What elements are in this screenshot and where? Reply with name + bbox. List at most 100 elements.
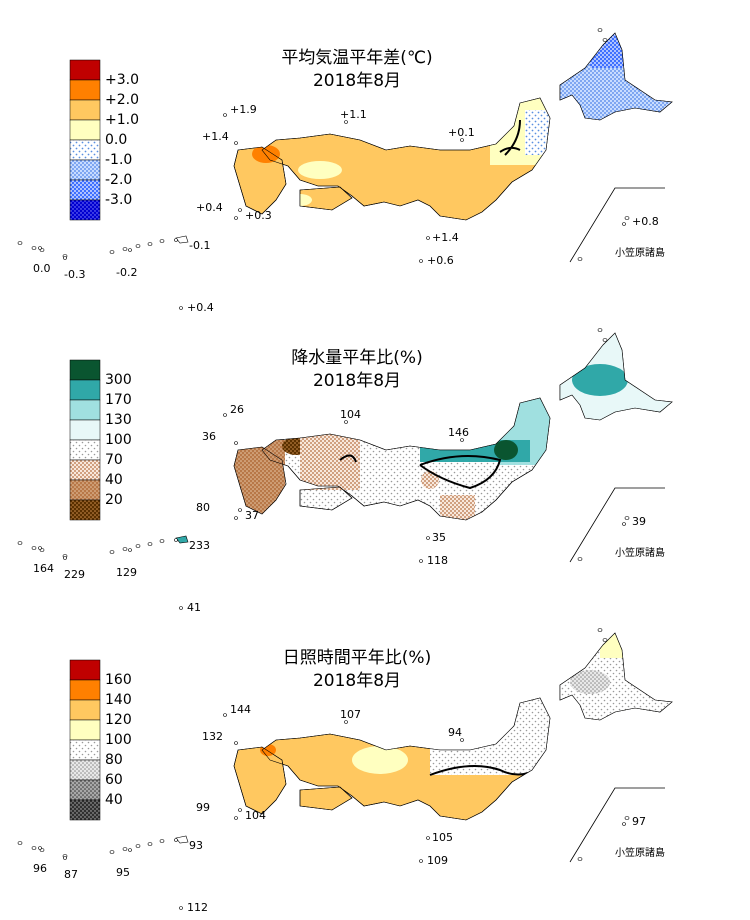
legend-swatch [69, 739, 101, 761]
region [430, 779, 490, 811]
islet [122, 847, 128, 851]
region [298, 161, 342, 179]
islet [602, 38, 608, 42]
station-dot [238, 808, 242, 812]
station-dot [426, 236, 430, 240]
legend-swatch [69, 439, 101, 461]
legend-label: 60 [105, 772, 123, 788]
panel: 降水量平年比(%) 2018年8月 300 170 130 100 70 40 20 26 104 3… [17, 328, 673, 614]
station-dot [238, 508, 242, 512]
station-dot [622, 222, 626, 226]
region [590, 33, 630, 68]
coastline [233, 146, 287, 215]
station-value: 95 [116, 866, 130, 879]
station-value: 229 [64, 568, 85, 581]
islet [159, 539, 165, 543]
coastline [261, 397, 551, 521]
legend-swatch [69, 379, 101, 401]
panel-title: 降水量平年比(%) [291, 348, 422, 368]
station-dot [128, 548, 132, 552]
legend-label: +3.0 [105, 72, 139, 88]
islet [109, 250, 115, 254]
station-value: -0.3 [64, 268, 85, 281]
islet [597, 28, 603, 32]
legend-swatch [69, 719, 101, 741]
station-dot [426, 836, 430, 840]
station-dot [622, 822, 626, 826]
islands-label: 小笠原諸島 [615, 246, 665, 259]
coastline [299, 486, 353, 511]
station-value: +0.1 [448, 126, 475, 139]
legend-label: 100 [105, 432, 132, 448]
legend-swatch [69, 479, 101, 501]
islet [109, 850, 115, 854]
legend-label: +1.0 [105, 112, 139, 128]
islands-label: 小笠原諸島 [615, 846, 665, 859]
station-value: 26 [230, 403, 244, 416]
station-dot [63, 856, 67, 860]
legend-swatch [69, 499, 101, 521]
islet [624, 216, 630, 220]
station-value: 144 [230, 703, 251, 716]
islet [577, 257, 583, 261]
station-dot [234, 141, 238, 145]
legend-swatch [69, 799, 101, 821]
legend-swatch [69, 199, 101, 221]
coastline [261, 697, 551, 821]
station-dot [234, 216, 238, 220]
station-dot [234, 441, 238, 445]
islet [159, 839, 165, 843]
legend-swatch [69, 159, 101, 181]
station-value: 233 [189, 539, 210, 552]
station-dot [223, 413, 227, 417]
station-value: 35 [432, 531, 446, 544]
legend-label: 120 [105, 712, 132, 728]
region [300, 430, 360, 490]
islet [597, 628, 603, 632]
islet [135, 244, 141, 248]
station-dot [234, 516, 238, 520]
coastline [559, 332, 673, 421]
station-value: 104 [340, 408, 361, 421]
panel-date: 2018年8月 [313, 371, 401, 391]
station-value: 164 [33, 562, 54, 575]
legend-swatch [69, 459, 101, 481]
legend-swatch [69, 779, 101, 801]
station-dot [419, 859, 423, 863]
station-dot [344, 720, 348, 724]
station-dot [38, 546, 42, 550]
station-dot [179, 906, 183, 910]
station-value: 0.0 [33, 262, 51, 275]
legend-swatch [69, 359, 101, 381]
legend-label: -2.0 [105, 172, 132, 188]
station-dot [238, 208, 242, 212]
region [252, 145, 280, 163]
islet [602, 338, 608, 342]
station-dot [344, 420, 348, 424]
station-dot [622, 522, 626, 526]
islet [147, 542, 153, 546]
station-dot [174, 238, 178, 242]
region [600, 633, 630, 658]
inset-frame [569, 487, 665, 563]
islands-label: 小笠原諸島 [615, 546, 665, 559]
station-dot [419, 559, 423, 563]
legend-label: 140 [105, 692, 132, 708]
islet [109, 550, 115, 554]
islet [147, 242, 153, 246]
station-dot [128, 248, 132, 252]
region [494, 440, 518, 460]
station-value: 109 [427, 854, 448, 867]
islet [122, 547, 128, 551]
legend-label: 40 [105, 792, 123, 808]
legend-label: 80 [105, 752, 123, 768]
region [525, 110, 555, 155]
station-value: 87 [64, 868, 78, 881]
station-value: -0.2 [116, 266, 137, 279]
legend-swatch [69, 59, 101, 81]
station-dot [179, 306, 183, 310]
inset-frame [569, 187, 665, 263]
station-value: 129 [116, 566, 137, 579]
station-dot [128, 848, 132, 852]
station-dot [174, 538, 178, 542]
